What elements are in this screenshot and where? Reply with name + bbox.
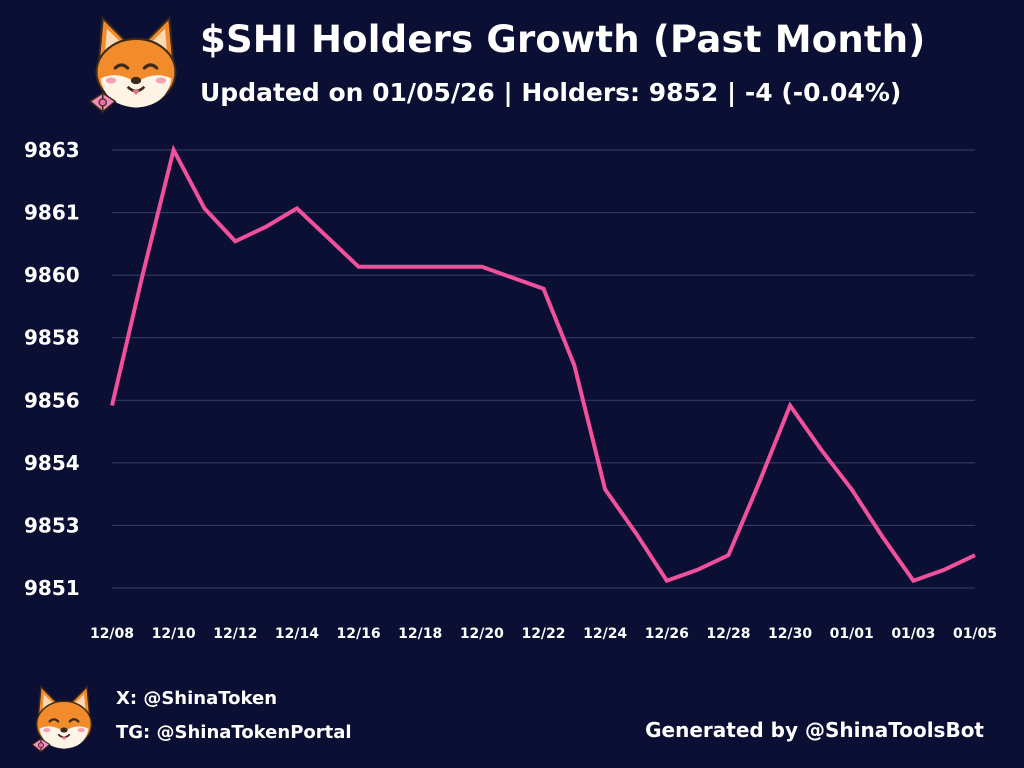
x-tick-label: 01/03 [891, 626, 935, 642]
y-tick-label: 9860 [24, 263, 80, 287]
y-axis-ticks: 9851 9853 9854 9856 9858 9860 9861 9863 [24, 138, 80, 600]
holders-series-line [110, 144, 976, 584]
chart-subtitle: Updated on 01/05/26 | Holders: 9852 | -4… [200, 78, 902, 107]
x-tick-label: 12/20 [460, 626, 504, 642]
series-layer [110, 144, 976, 584]
shiba-inu-mascot-icon [88, 15, 177, 114]
x-tick-label: 01/05 [953, 626, 997, 642]
x-tick-label: 12/08 [90, 626, 134, 642]
y-tick-label: 9858 [24, 326, 80, 350]
chart-footer: X: @ShinaToken TG: @ShinaTokenPortal Gen… [0, 670, 1024, 768]
y-tick-label: 9854 [24, 451, 80, 475]
telegram-handle: TG: @ShinaTokenPortal [116, 722, 352, 743]
x-tick-label: 12/28 [706, 626, 750, 642]
x-tick-label: 12/24 [583, 626, 627, 642]
x-tick-label: 12/30 [768, 626, 812, 642]
y-tick-label: 9853 [24, 513, 80, 537]
x-tick-label: 01/01 [830, 626, 874, 642]
x-tick-label: 12/26 [645, 626, 689, 642]
chart-header: $SHI Holders Growth (Past Month) Updated… [0, 0, 1024, 130]
shiba-inu-mascot-icon [31, 685, 93, 753]
grid-lines [112, 149, 975, 589]
chart-title: $SHI Holders Growth (Past Month) [200, 18, 926, 61]
x-tick-label: 12/16 [337, 626, 381, 642]
x-tick-label: 12/18 [398, 626, 442, 642]
x-tick-label: 12/10 [152, 626, 196, 642]
y-tick-label: 9856 [24, 388, 80, 412]
x-handle: X: @ShinaToken [116, 688, 278, 709]
generated-by-credit: Generated by @ShinaToolsBot [645, 718, 984, 742]
x-tick-label: 12/14 [275, 626, 319, 642]
x-axis-ticks: 12/08 12/10 12/12 12/14 12/16 12/18 12/20 12/22… [90, 626, 997, 642]
x-tick-label: 12/12 [213, 626, 257, 642]
y-tick-label: 9863 [24, 138, 80, 162]
x-tick-label: 12/22 [521, 626, 565, 642]
y-tick-label: 9851 [24, 576, 80, 600]
y-tick-label: 9861 [24, 201, 80, 225]
